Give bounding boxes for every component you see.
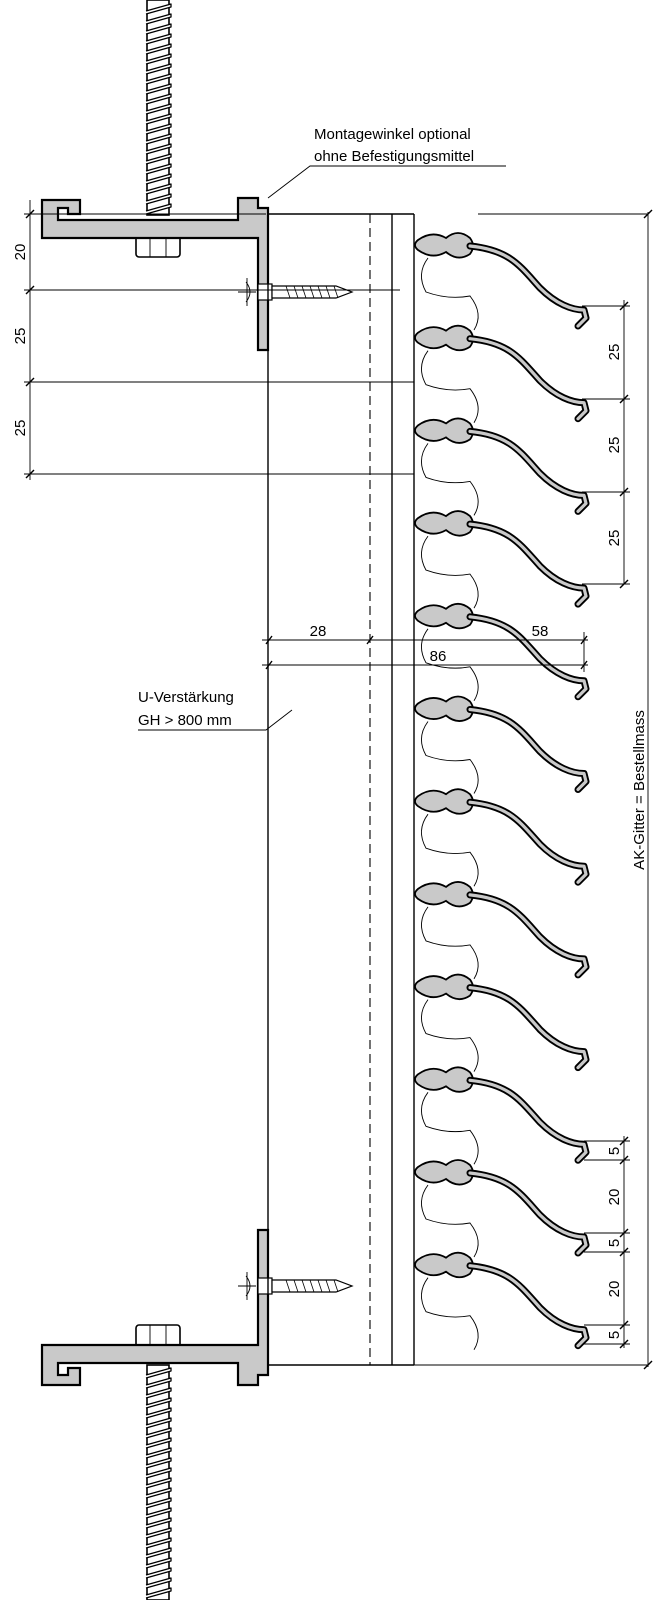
label-u-reinforcement-line1: U-Verstärkung	[138, 689, 234, 706]
dim-bottom-20a: 20	[606, 1189, 623, 1206]
bottom-anchor-screw	[135, 1324, 181, 1600]
top-fixing-screw	[238, 278, 354, 306]
louvre-blade	[414, 417, 590, 516]
bottom-fixing-screw	[238, 1272, 354, 1300]
dim-right-25c: 25	[606, 530, 623, 547]
louvre-blade	[414, 602, 590, 702]
dim-bottom-5b: 5	[606, 1239, 623, 1247]
dim-right-25a: 25	[606, 344, 623, 361]
louvre-blade	[414, 324, 590, 423]
louvre-blades	[414, 232, 590, 1350]
label-mounting-bracket-line1: Montagewinkel optional	[314, 126, 471, 143]
dim-depth-58: 58	[532, 623, 549, 640]
label-mounting-bracket-line2: ohne Befestigungsmittel	[314, 148, 474, 165]
dim-left-25a: 25	[12, 328, 29, 345]
leader-lines	[138, 165, 506, 731]
grille-frame	[267, 213, 648, 1366]
louvre-blade	[414, 232, 590, 331]
label-u-reinforcement-line2: GH > 800 mm	[138, 712, 232, 729]
dim-bottom-5c: 5	[606, 1331, 623, 1339]
left-dimension-chain: 20 25 25	[12, 200, 414, 480]
dim-left-25b: 25	[12, 420, 29, 437]
louvre-blade	[414, 788, 590, 887]
dim-depth-28: 28	[310, 623, 327, 640]
louvre-blade	[414, 1159, 590, 1258]
overall-dimension: AK-Gitter = Bestellmass	[631, 209, 653, 1370]
bottom-mounting-bracket	[40, 1228, 270, 1387]
depth-dimensions: 28 58 86	[262, 623, 588, 672]
dim-left-20: 20	[12, 244, 29, 261]
dim-depth-86: 86	[430, 648, 447, 665]
louvre-blade	[414, 1251, 590, 1350]
louvre-blade	[414, 881, 590, 980]
order-dimension-label: AK-Gitter = Bestellmass	[631, 710, 648, 870]
dim-bottom-20b: 20	[606, 1281, 623, 1298]
louvre-blade	[414, 973, 590, 1072]
louvre-blade	[414, 695, 590, 794]
top-mounting-bracket	[40, 196, 270, 352]
top-anchor-screw	[135, 0, 181, 258]
louvre-blade	[414, 510, 590, 609]
bottom-detail-dimension-chain: 5 20 5 20 5	[584, 1136, 630, 1349]
dim-bottom-5a: 5	[606, 1147, 623, 1155]
right-pitch-dimension-chain: 25 25 25	[582, 300, 630, 589]
louvre-blade	[414, 1066, 590, 1165]
dim-right-25b: 25	[606, 437, 623, 454]
